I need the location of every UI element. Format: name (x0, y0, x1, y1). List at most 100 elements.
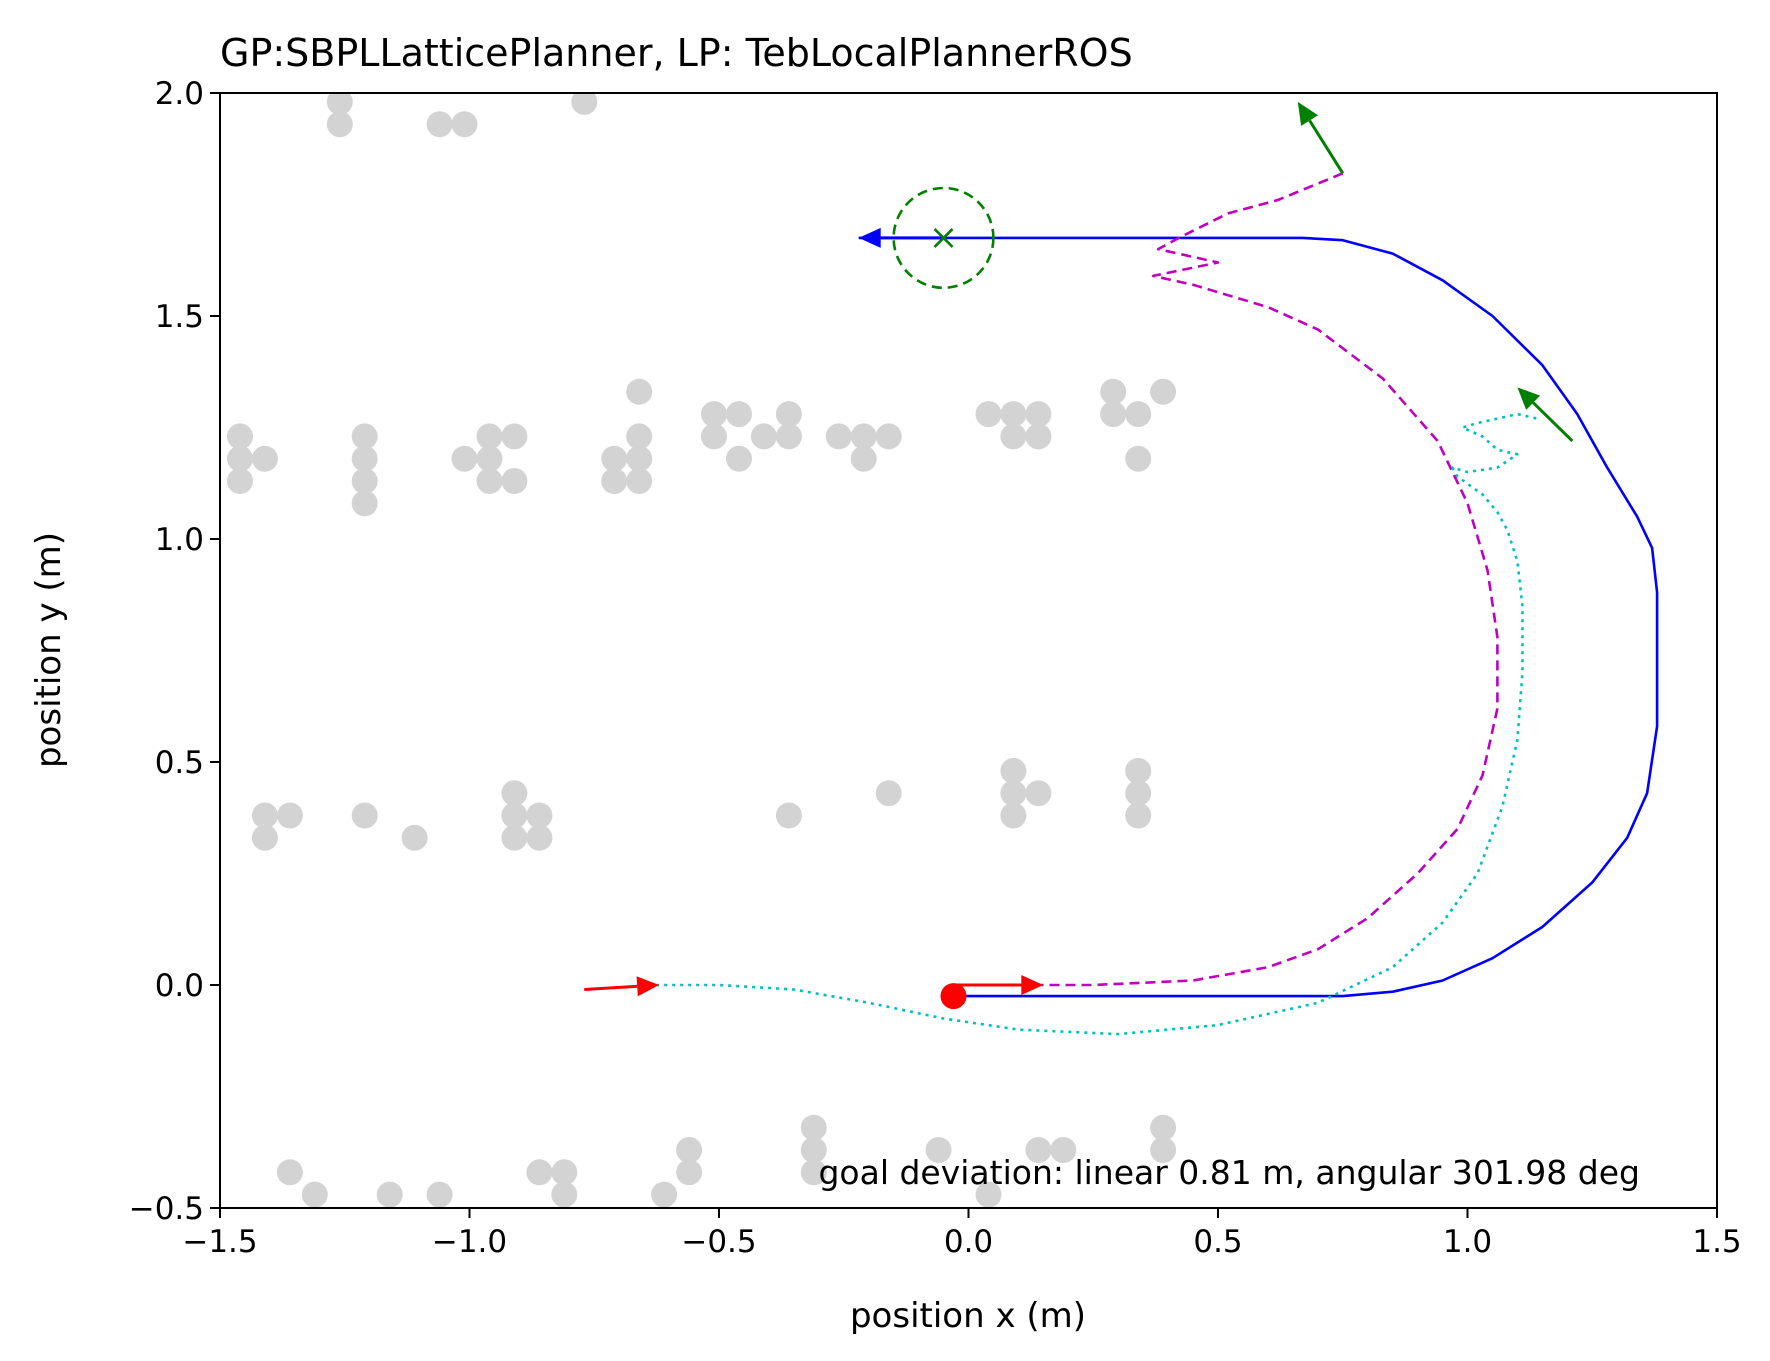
obstacle-point (501, 423, 528, 450)
obstacle-point (551, 1159, 578, 1186)
obstacle-point (1150, 1137, 1177, 1163)
obstacle-point (775, 401, 802, 428)
obstacle-point (1000, 757, 1027, 784)
y-tick-label: 1.0 (155, 522, 204, 558)
obstacle-point (850, 423, 877, 450)
obstacle-point (326, 93, 353, 115)
obstacle-point (501, 824, 528, 851)
x-tick-label: −0.5 (681, 1224, 756, 1260)
obstacle-point (1025, 401, 1052, 428)
start-pose-arrow (584, 976, 660, 997)
goal-marker (933, 228, 954, 248)
x-tick-label: −1.0 (432, 1224, 507, 1260)
x-tick-label: 0.5 (1193, 1224, 1242, 1260)
obstacle-point (227, 445, 253, 472)
obstacle-point (351, 445, 378, 472)
robot-path-line (584, 412, 1538, 1036)
obstacle-point (426, 111, 453, 138)
obstacle-point (975, 1181, 1002, 1208)
y-axis-label: position y (m) (29, 532, 69, 768)
obstacle-point (1150, 378, 1177, 405)
obstacle-point (601, 468, 628, 494)
obstacle-point (276, 802, 303, 829)
x-tick-label: 0.0 (944, 1224, 993, 1260)
x-axis-label: position x (m) (850, 1296, 1086, 1336)
obstacle-point (701, 423, 727, 450)
obstacle-point (626, 445, 653, 472)
obstacle-point (571, 93, 598, 115)
obstacle-point (251, 445, 278, 472)
obstacle-point (800, 1137, 827, 1163)
obstacle-point (401, 824, 428, 851)
chart-title: GP:SBPLLatticePlanner, LP: TebLocalPlann… (220, 31, 1133, 75)
obstacle-point (676, 1137, 703, 1163)
obstacle-point (875, 423, 902, 450)
obstacle-point (526, 1159, 553, 1186)
obstacle-point (800, 1114, 827, 1141)
obstacle-point (351, 468, 378, 494)
marker-layer (584, 101, 1574, 1010)
obstacle-point (451, 445, 478, 472)
obstacle-point (501, 468, 528, 494)
obstacle-point (676, 1159, 703, 1186)
obstacle-point (975, 401, 1002, 428)
y-tick-label: 0.5 (155, 745, 204, 781)
obstacle-point (1100, 378, 1127, 405)
obstacle-point (726, 445, 752, 472)
obstacle-point (1000, 401, 1027, 428)
y-tick-label: 0.0 (155, 968, 204, 1004)
obstacle-point (775, 423, 802, 450)
obstacle-point (251, 824, 278, 851)
obstacle-point (227, 468, 253, 494)
obstacle-point (551, 1181, 578, 1208)
obstacle-point (875, 780, 902, 807)
y-tick-label: 2.0 (155, 76, 204, 112)
obstacle-point (726, 401, 752, 428)
obstacle-point (1150, 1114, 1177, 1141)
obstacle-point (1125, 757, 1152, 784)
obstacle-point (626, 423, 653, 450)
obstacle-point (276, 1159, 303, 1186)
global-plan-line (858, 236, 1659, 998)
obstacle-point (651, 1181, 678, 1208)
obstacle-point (351, 490, 378, 517)
obstacle-point (476, 445, 503, 472)
obstacle-layer (227, 93, 1177, 1208)
obstacle-point (1125, 802, 1152, 829)
obstacle-point (626, 378, 653, 405)
x-tick-label: 1.0 (1443, 1224, 1492, 1260)
robot-position-marker (940, 983, 967, 1010)
obstacle-point (351, 802, 378, 829)
obstacle-point (1000, 780, 1027, 807)
obstacle-point (626, 468, 653, 494)
obstacle-point (251, 802, 278, 829)
goal-heading-arrow (1297, 101, 1345, 175)
obstacle-point (476, 423, 503, 450)
obstacle-point (526, 824, 553, 851)
obstacle-point (1125, 780, 1152, 807)
obstacle-point (1000, 423, 1027, 450)
obstacle-point (1025, 1137, 1052, 1163)
plot-frame (219, 92, 1718, 1209)
obstacle-point (1025, 423, 1052, 450)
obstacle-point (326, 111, 353, 138)
obstacle-point (1025, 780, 1052, 807)
y-tick-label: −0.5 (129, 1191, 204, 1227)
obstacle-point (376, 1181, 403, 1208)
y-tick-label: 1.5 (155, 299, 204, 335)
obstacle-point (501, 802, 528, 829)
obstacle-point (526, 802, 553, 829)
obstacle-point (925, 1137, 952, 1163)
obstacle-point (426, 1181, 453, 1208)
global-plan-end-arrow (858, 227, 944, 248)
obstacle-point (800, 1159, 827, 1186)
obstacle-point (825, 423, 852, 450)
obstacle-point (451, 111, 478, 138)
obstacle-point (227, 423, 253, 450)
x-tick-label: 1.5 (1692, 1224, 1741, 1260)
x-tick-label: −1.5 (182, 1224, 257, 1260)
obstacle-point (1000, 802, 1027, 829)
obstacle-point (1125, 445, 1152, 472)
obstacle-point (701, 401, 727, 428)
